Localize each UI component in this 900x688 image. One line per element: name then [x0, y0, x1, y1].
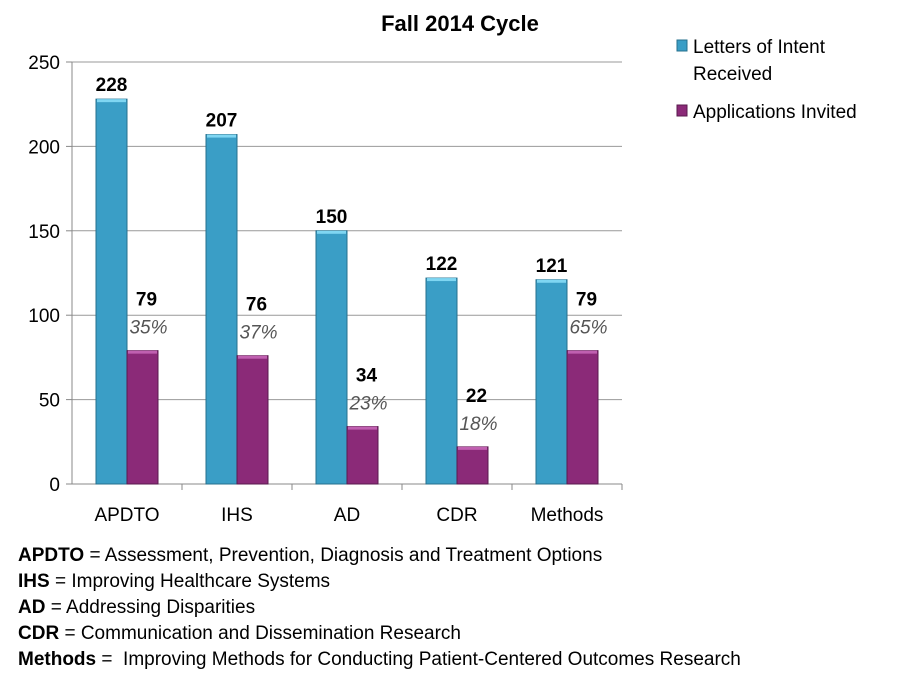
legend-swatch: [676, 104, 688, 117]
footnote-abbr: Methods: [18, 649, 97, 670]
y-tick-label: 100: [28, 306, 60, 327]
data-label: 122: [426, 254, 458, 275]
legend-label-line: Received: [693, 64, 772, 85]
data-label: 79: [576, 290, 597, 311]
legend-swatch: [676, 39, 688, 52]
data-label: 34: [356, 366, 378, 387]
bar-top-highlight: [568, 350, 597, 354]
x-tick-label: CDR: [436, 505, 477, 526]
bar-letters: [425, 277, 458, 485]
bar-chart: Fall 2014 Cycle 0 50 100 150 200 250 APDTO 228 79…: [28, 11, 857, 526]
y-tick-label: 0: [49, 475, 60, 496]
bar-letters: [315, 230, 348, 485]
footnote: APDTO = Assessment, Prevention, Diagnosi…: [18, 545, 602, 567]
footnote-text: = Improving Methods for Conducting Patie…: [96, 649, 741, 670]
data-label: 76: [246, 295, 267, 316]
bar-letters: [205, 134, 238, 485]
percent-label: 18%: [459, 414, 497, 435]
bar-top-highlight: [97, 99, 126, 103]
bar-top-highlight: [207, 134, 236, 138]
footnote-abbr: APDTO: [18, 545, 85, 566]
y-tick-label: 50: [39, 391, 60, 412]
bar-letters: [535, 279, 568, 485]
bar-top-highlight: [317, 230, 346, 234]
footnote-text: = Assessment, Prevention, Diagnosis and …: [84, 545, 603, 566]
footnote-text: = Communication and Dissemination Resear…: [59, 623, 462, 644]
data-label: 121: [536, 256, 568, 277]
data-label: 150: [316, 207, 348, 228]
percent-label: 35%: [129, 318, 167, 339]
bar-applications: [346, 426, 379, 485]
bar-top-highlight: [238, 355, 267, 359]
bar-top-highlight: [427, 278, 456, 282]
x-tick-label: APDTO: [94, 505, 159, 526]
bar-letters: [95, 98, 128, 485]
data-label: 207: [206, 111, 238, 132]
footnote-text: = Addressing Disparities: [45, 597, 256, 618]
percent-label: 37%: [239, 323, 277, 344]
chart-title: Fall 2014 Cycle: [381, 11, 539, 36]
data-label: 228: [96, 75, 128, 96]
y-tick-label: 150: [28, 222, 60, 243]
bar-applications: [566, 350, 599, 485]
bar-applications: [236, 355, 269, 485]
x-tick-label: Methods: [531, 505, 604, 526]
bar-top-highlight: [128, 350, 157, 354]
y-tick-label: 200: [28, 137, 60, 158]
data-label: 79: [136, 290, 157, 311]
data-label: 22: [466, 386, 487, 407]
bar-top-highlight: [537, 279, 566, 283]
footnote: AD = Addressing Disparities: [18, 597, 255, 619]
y-tick-label: 250: [28, 53, 60, 74]
legend-label-line: Letters of Intent: [693, 37, 826, 58]
footnote-abbr: CDR: [18, 623, 60, 644]
percent-label: 23%: [348, 394, 387, 415]
bar-top-highlight: [348, 426, 377, 430]
footnote: IHS = Improving Healthcare Systems: [18, 571, 330, 593]
x-tick-label: IHS: [221, 505, 253, 526]
bar-applications: [126, 350, 159, 485]
footnote-abbr: AD: [18, 597, 46, 618]
x-tick-label: AD: [334, 505, 360, 526]
footnote-abbr: IHS: [18, 571, 50, 592]
bar-top-highlight: [458, 446, 487, 450]
percent-label: 65%: [569, 318, 607, 339]
bar-applications: [456, 446, 489, 485]
footnote: CDR = Communication and Dissemination Re…: [18, 623, 461, 645]
footnote-text: = Improving Healthcare Systems: [49, 571, 331, 592]
legend-label: Applications Invited: [693, 102, 857, 123]
footnote: Methods = Improving Methods for Conducti…: [18, 649, 741, 671]
